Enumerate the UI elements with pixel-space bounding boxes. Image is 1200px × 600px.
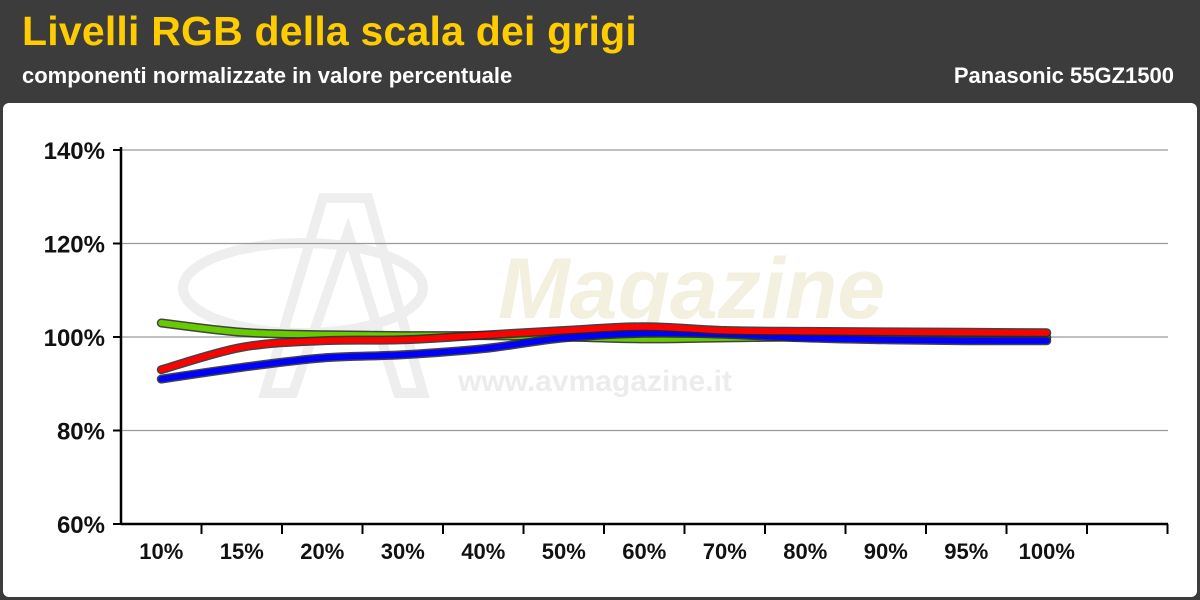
red-series-line <box>158 323 1050 373</box>
x-tick-label: 40% <box>461 539 505 564</box>
x-tick-label: 70% <box>703 539 747 564</box>
watermark-brand: Magazine <box>498 241 885 337</box>
y-tick-label: 140% <box>44 138 105 165</box>
x-tick-label: 60% <box>622 539 666 564</box>
y-tick-label: 60% <box>57 512 105 539</box>
x-tick-label: 20% <box>300 539 344 564</box>
x-tick-label: 95% <box>944 539 988 564</box>
axes <box>119 147 1168 526</box>
y-tick-label: 80% <box>57 419 105 446</box>
x-tick-label: 30% <box>381 539 425 564</box>
watermark-site: www.avmagazine.it <box>457 365 732 398</box>
y-axis-ticks: 60% 80% 100% 120% 140% <box>44 138 121 539</box>
x-tick-label: 100% <box>1019 539 1075 564</box>
x-tick-label: 80% <box>783 539 827 564</box>
watermark-logo-icon <box>258 193 430 398</box>
x-tick-label: 90% <box>864 539 908 564</box>
blue-series-line <box>158 330 1050 383</box>
series-lines <box>156 318 1052 384</box>
model-label: Panasonic 55GZ1500 <box>953 63 1174 88</box>
line-chart: Magazine www.avmagazine.it 60% 80% 100% 120… <box>44 138 1169 564</box>
chart-subtitle: componenti normalizzate in valore percen… <box>22 63 513 88</box>
y-tick-label: 100% <box>44 325 105 352</box>
x-axis-ticks: 10% 15% 20% 30% 40% 50% 60% 70% 80% 90% 95% 100% <box>139 524 1169 564</box>
plot-panel: Magazine www.avmagazine.it 60% 80% 100% 120… <box>3 103 1197 597</box>
chart-title: Livelli RGB della scala dei grigi <box>22 8 637 54</box>
watermark: Magazine www.avmagazine.it <box>178 193 885 398</box>
y-tick-label: 120% <box>44 232 105 259</box>
x-tick-label: 15% <box>220 539 264 564</box>
x-tick-label: 10% <box>139 539 183 564</box>
header: Livelli RGB della scala dei grigi compon… <box>0 0 1200 100</box>
x-tick-label: 50% <box>542 539 586 564</box>
